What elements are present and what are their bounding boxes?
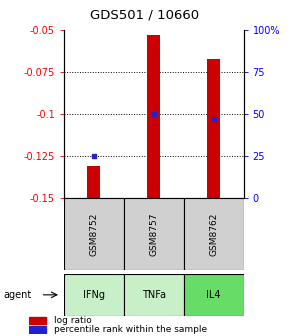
Text: IFNg: IFNg xyxy=(83,290,105,300)
Text: IL4: IL4 xyxy=(206,290,221,300)
Bar xyxy=(87,166,100,198)
Text: GSM8752: GSM8752 xyxy=(89,213,98,256)
Bar xyxy=(184,274,244,316)
Bar xyxy=(29,326,46,333)
Text: agent: agent xyxy=(3,290,31,300)
Text: GDS501 / 10660: GDS501 / 10660 xyxy=(90,9,200,22)
Bar xyxy=(207,59,220,198)
Text: GSM8757: GSM8757 xyxy=(149,213,158,256)
Text: TNFa: TNFa xyxy=(142,290,166,300)
Text: percentile rank within the sample: percentile rank within the sample xyxy=(54,325,207,334)
Bar xyxy=(147,35,160,198)
Bar xyxy=(64,274,124,316)
Bar xyxy=(124,198,184,270)
Bar xyxy=(124,274,184,316)
Bar xyxy=(64,198,124,270)
Text: GSM8762: GSM8762 xyxy=(209,213,218,256)
Bar xyxy=(184,198,244,270)
Bar xyxy=(29,317,46,324)
Text: log ratio: log ratio xyxy=(54,316,91,325)
